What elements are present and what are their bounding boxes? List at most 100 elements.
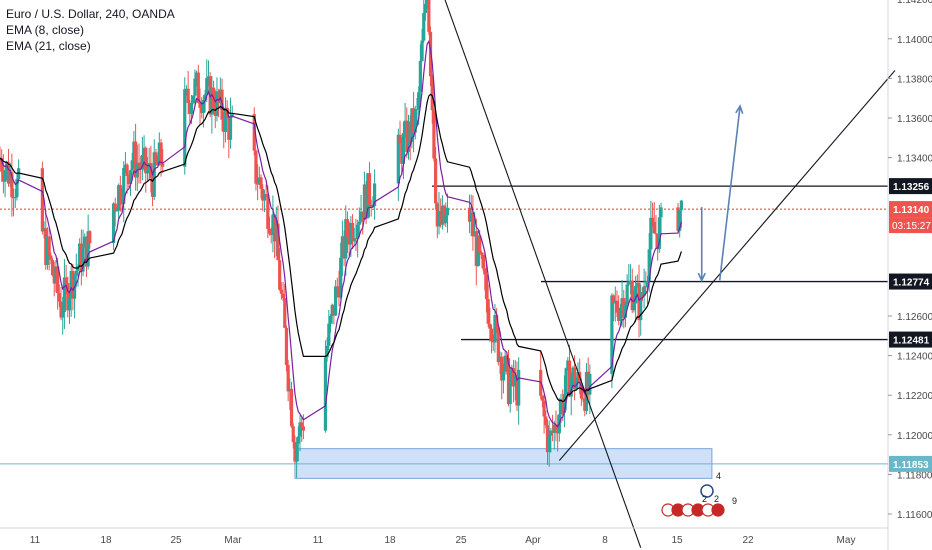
candle bbox=[57, 284, 61, 307]
candle bbox=[403, 103, 407, 138]
candle bbox=[296, 426, 300, 462]
candle bbox=[115, 207, 119, 212]
candle bbox=[15, 173, 19, 201]
candle bbox=[425, 0, 429, 9]
candle bbox=[88, 230, 92, 249]
candle bbox=[157, 132, 161, 166]
event-icon[interactable] bbox=[711, 503, 725, 517]
candle bbox=[567, 344, 572, 398]
candle bbox=[254, 149, 258, 191]
candle bbox=[259, 174, 263, 199]
candle bbox=[657, 204, 661, 253]
candle bbox=[505, 354, 509, 375]
candle bbox=[272, 214, 277, 259]
candle bbox=[396, 128, 400, 201]
candle bbox=[547, 420, 551, 467]
candle bbox=[359, 194, 363, 224]
horizontal-levels-layer bbox=[0, 185, 888, 465]
candle bbox=[283, 284, 287, 329]
candle bbox=[123, 151, 128, 174]
candle bbox=[11, 188, 16, 217]
candle bbox=[650, 202, 655, 227]
candle bbox=[352, 227, 356, 247]
candle bbox=[228, 97, 233, 149]
candle bbox=[213, 89, 217, 129]
candle bbox=[342, 230, 346, 267]
candle bbox=[83, 233, 87, 248]
candle bbox=[81, 229, 85, 277]
candle bbox=[611, 294, 616, 321]
candle bbox=[486, 284, 490, 327]
candle bbox=[639, 284, 643, 336]
candle bbox=[196, 64, 200, 104]
event-flag-icon[interactable] bbox=[700, 484, 714, 498]
candle bbox=[401, 121, 406, 180]
candle bbox=[200, 97, 204, 119]
candle bbox=[335, 277, 339, 298]
candle bbox=[66, 276, 70, 318]
current-price-badge bbox=[889, 201, 932, 218]
candle bbox=[469, 194, 473, 236]
event-badge-count: 2 bbox=[702, 494, 707, 504]
candle bbox=[635, 274, 639, 288]
candle bbox=[478, 230, 482, 266]
candle bbox=[3, 164, 7, 198]
candle bbox=[445, 193, 450, 233]
time-tick-label: 25 bbox=[455, 535, 467, 546]
candle bbox=[125, 163, 129, 194]
candle bbox=[362, 171, 367, 220]
candle bbox=[120, 188, 124, 213]
events-layer[interactable]: 4 2 2 9 bbox=[661, 471, 737, 517]
candle bbox=[549, 427, 553, 453]
candle bbox=[161, 149, 165, 173]
price-tick-label: 1.11600 bbox=[897, 510, 932, 521]
candle bbox=[159, 138, 163, 177]
candle bbox=[52, 261, 56, 297]
candle bbox=[78, 238, 82, 267]
candle bbox=[493, 304, 497, 353]
candle bbox=[542, 393, 546, 434]
candle bbox=[252, 107, 256, 156]
candle bbox=[491, 334, 495, 351]
candle bbox=[79, 229, 83, 286]
up-arrow[interactable] bbox=[718, 106, 741, 281]
candle bbox=[274, 206, 278, 257]
candle bbox=[142, 135, 146, 172]
candle bbox=[10, 153, 14, 217]
time-tick-label: 18 bbox=[100, 535, 112, 546]
candle bbox=[145, 157, 150, 182]
price-axis[interactable]: 1.148001.146001.142001.140001.138001.136… bbox=[887, 0, 932, 550]
candle bbox=[295, 437, 299, 478]
time-tick-label: 25 bbox=[170, 535, 182, 546]
candle bbox=[583, 394, 587, 417]
downtrend-line[interactable] bbox=[427, 0, 642, 548]
candle bbox=[411, 91, 416, 153]
uptrend-line[interactable] bbox=[558, 70, 896, 461]
candle bbox=[556, 415, 560, 452]
candle bbox=[627, 263, 631, 287]
level-price-badge-label: 1.13256 bbox=[893, 182, 930, 193]
candle bbox=[71, 263, 75, 311]
candle bbox=[652, 202, 656, 234]
candle bbox=[276, 205, 280, 261]
candle bbox=[418, 44, 422, 108]
time-tick-label: Apr bbox=[525, 535, 541, 546]
candle bbox=[422, 0, 426, 43]
candle bbox=[40, 161, 44, 235]
event-badge-count: 2 bbox=[714, 494, 719, 504]
candle bbox=[117, 183, 121, 219]
candle bbox=[289, 381, 294, 428]
candle bbox=[408, 115, 412, 161]
candle bbox=[13, 188, 17, 209]
candle bbox=[495, 308, 499, 334]
price-tick-label: 1.12400 bbox=[897, 352, 932, 363]
candle bbox=[118, 175, 122, 212]
candle bbox=[357, 207, 361, 238]
price-tick-label: 1.12600 bbox=[897, 312, 932, 323]
candle bbox=[281, 282, 285, 301]
time-axis[interactable]: 11 18 25 Mar 11 18 25 Apr 8 15 22 May bbox=[0, 527, 888, 546]
candle bbox=[127, 174, 131, 188]
candle bbox=[271, 195, 275, 253]
candle bbox=[350, 214, 355, 249]
